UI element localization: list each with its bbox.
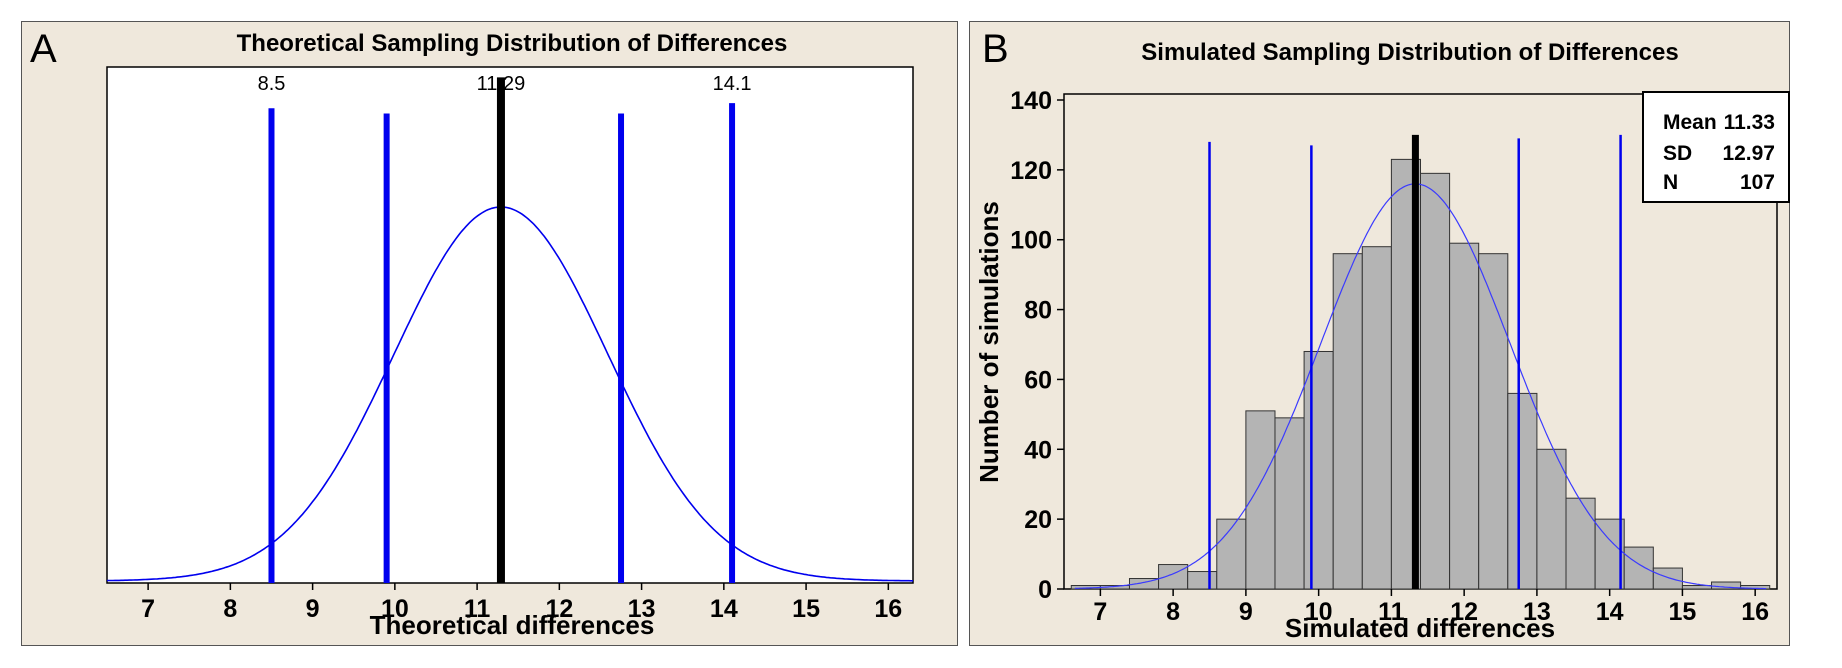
y-tick-label: 40 bbox=[1024, 436, 1052, 464]
x-tick-label: 16 bbox=[874, 595, 902, 623]
x-axis-label: Theoretical differences bbox=[370, 610, 655, 640]
x-tick-label: 12 bbox=[1450, 598, 1478, 626]
x-tick-label: 11 bbox=[1378, 598, 1405, 626]
histogram-bar bbox=[1478, 253, 1509, 590]
x-tick-label: 11 bbox=[464, 595, 491, 623]
chart-title: Theoretical Sampling Distribution of Dif… bbox=[237, 30, 788, 57]
x-tick-label: 14 bbox=[710, 595, 738, 623]
chart-title: Simulated Sampling Distribution of Diffe… bbox=[1141, 39, 1678, 66]
histogram-bar bbox=[1274, 417, 1305, 590]
histogram-bar bbox=[1449, 242, 1480, 590]
density-curve bbox=[1074, 183, 1767, 590]
x-tick-label: 13 bbox=[628, 595, 656, 623]
x-tick-label: 7 bbox=[141, 595, 155, 623]
y-axis-label: Number of simulations bbox=[974, 201, 1004, 483]
plot-area bbox=[106, 66, 914, 584]
stats-legend: Mean 11.33 SD 12.97 N 107 bbox=[1642, 91, 1790, 203]
y-tick-label: 20 bbox=[1024, 506, 1052, 534]
vertical-line-label: 11.29 bbox=[477, 73, 526, 95]
panel-a: A Theoretical Sampling Distribution of D… bbox=[21, 21, 958, 646]
x-tick-label: 10 bbox=[1305, 598, 1333, 626]
histogram-bar bbox=[1565, 497, 1596, 590]
panel-label: B bbox=[982, 27, 1009, 71]
y-tick-label: 120 bbox=[1010, 157, 1052, 185]
histogram-bar bbox=[1507, 392, 1538, 590]
vertical-line-label: 14.1 bbox=[713, 73, 752, 95]
x-axis-label: Simulated differences bbox=[1285, 613, 1555, 643]
x-tick-label: 9 bbox=[306, 595, 320, 623]
x-tick-label: 8 bbox=[223, 595, 237, 623]
y-tick-label: 0 bbox=[1038, 576, 1052, 604]
histogram-bar bbox=[1536, 448, 1567, 590]
theoretical-chart: A Theoretical Sampling Distribution of D… bbox=[30, 27, 914, 640]
y-tick-label: 100 bbox=[1010, 227, 1052, 255]
legend-mean-label: Mean bbox=[1663, 111, 1717, 134]
y-tick-label: 60 bbox=[1024, 366, 1052, 394]
x-tick-label: 13 bbox=[1523, 598, 1551, 626]
histogram-bar bbox=[1187, 571, 1218, 590]
legend-n-value: 107 bbox=[1740, 171, 1775, 194]
x-tick-label: 14 bbox=[1596, 598, 1624, 626]
legend-n-label: N bbox=[1663, 171, 1678, 194]
x-tick-label: 15 bbox=[792, 595, 820, 623]
x-tick-label: 7 bbox=[1093, 598, 1107, 626]
histogram-bar bbox=[1332, 253, 1363, 590]
x-tick-label: 16 bbox=[1741, 598, 1769, 626]
vertical-line-label: 8.5 bbox=[258, 73, 286, 95]
histogram-bar bbox=[1361, 246, 1392, 590]
x-tick-label: 9 bbox=[1239, 598, 1253, 626]
histogram-bar bbox=[1420, 172, 1451, 590]
x-tick-label: 8 bbox=[1166, 598, 1180, 626]
histogram-bar bbox=[1158, 564, 1189, 590]
legend-sd-value: 12.97 bbox=[1722, 142, 1775, 165]
histogram-bar bbox=[1623, 546, 1654, 590]
density-curve bbox=[106, 206, 913, 582]
histogram-bar bbox=[1216, 518, 1247, 590]
y-tick-label: 80 bbox=[1024, 297, 1052, 325]
histogram-bar bbox=[1303, 350, 1334, 590]
panel-b: B Simulated Sampling Distribution of Dif… bbox=[969, 21, 1790, 646]
x-tick-label: 10 bbox=[381, 595, 409, 623]
x-tick-label: 15 bbox=[1669, 598, 1697, 626]
histogram-bar bbox=[1652, 567, 1683, 590]
simulated-chart: B Simulated Sampling Distribution of Dif… bbox=[974, 27, 1790, 643]
y-tick-label: 140 bbox=[1010, 87, 1052, 115]
legend-sd-label: SD bbox=[1663, 142, 1692, 165]
panel-label: A bbox=[30, 27, 57, 71]
x-tick-label: 12 bbox=[545, 595, 573, 623]
legend-mean-value: 11.33 bbox=[1724, 111, 1775, 134]
